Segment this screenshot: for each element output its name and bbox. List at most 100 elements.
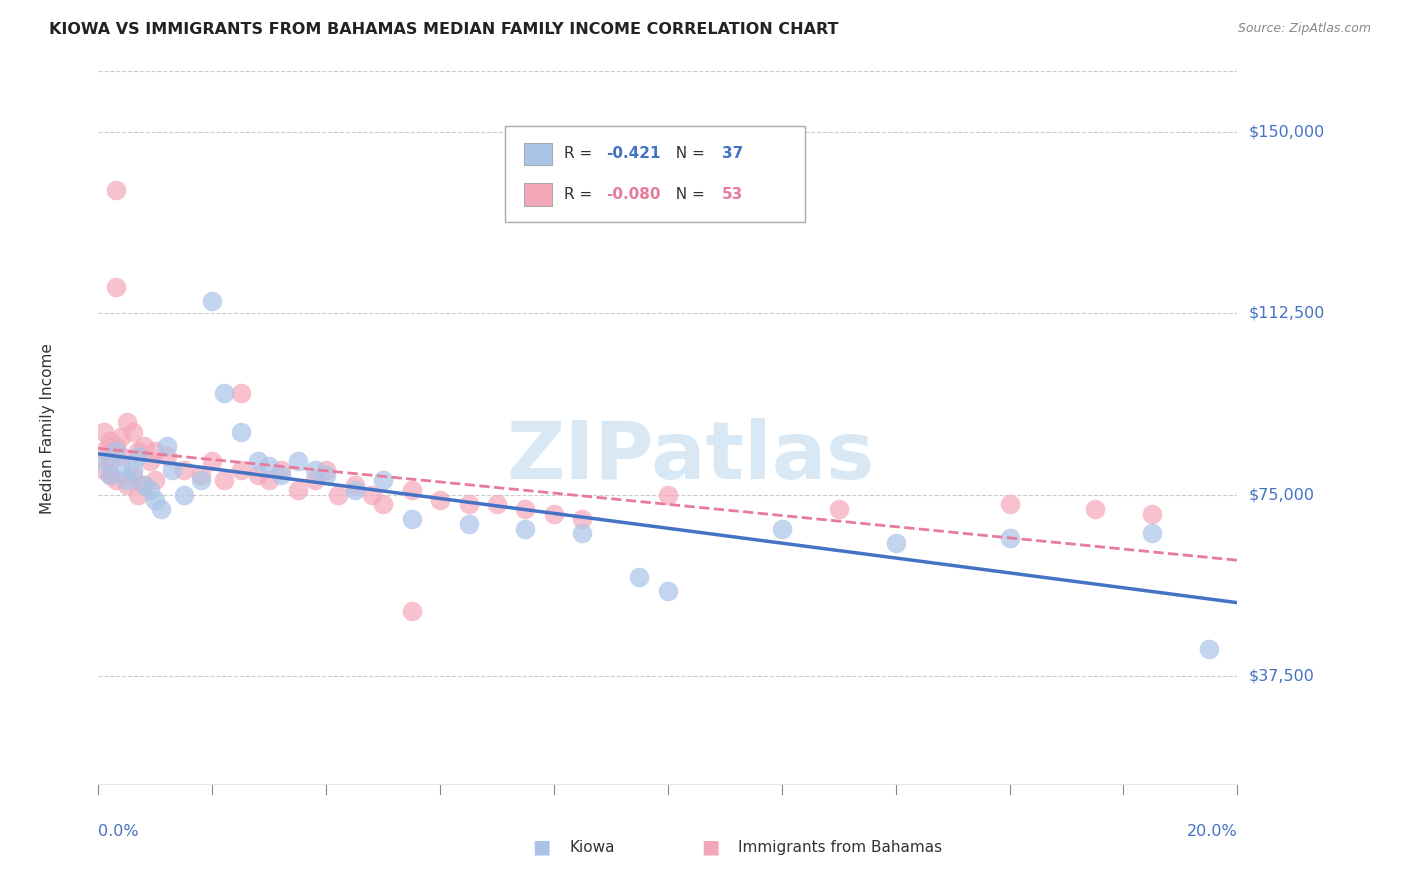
Point [287, 454, 309, 468]
Point [173, 488, 195, 502]
Point [98, 468, 121, 483]
Point [104, 444, 127, 458]
Text: -0.421: -0.421 [606, 146, 661, 161]
Point [110, 429, 132, 443]
Point [93, 444, 115, 458]
Point [115, 478, 138, 492]
Point [628, 570, 651, 584]
Text: $75,000: $75,000 [1249, 487, 1315, 502]
Point [132, 478, 155, 492]
Point [326, 488, 349, 502]
Point [770, 522, 793, 536]
Point [429, 492, 451, 507]
Point [93, 454, 115, 468]
Point [145, 473, 167, 487]
Point [110, 458, 132, 473]
Text: KIOWA VS IMMIGRANTS FROM BAHAMAS MEDIAN FAMILY INCOME CORRELATION CHART: KIOWA VS IMMIGRANTS FROM BAHAMAS MEDIAN … [49, 22, 839, 37]
Point [270, 468, 292, 483]
Point [229, 425, 252, 439]
Text: $112,500: $112,500 [1249, 306, 1324, 321]
Point [287, 483, 309, 497]
Point [259, 458, 281, 473]
Point [156, 439, 179, 453]
Text: Source: ZipAtlas.com: Source: ZipAtlas.com [1237, 22, 1371, 36]
Point [121, 468, 143, 483]
Point [343, 478, 366, 492]
Point [543, 507, 565, 521]
Text: ■: ■ [700, 838, 720, 857]
Point [304, 463, 326, 477]
Text: -0.080: -0.080 [606, 187, 661, 202]
Text: 0.0%: 0.0% [98, 824, 139, 838]
Point [104, 439, 127, 453]
Point [401, 512, 423, 526]
Point [315, 468, 337, 483]
Text: ZIPatlas: ZIPatlas [506, 417, 875, 496]
Point [1140, 526, 1163, 541]
Point [884, 536, 907, 550]
Point [145, 444, 167, 458]
Point [98, 468, 121, 483]
Point [998, 497, 1021, 511]
Point [571, 512, 593, 526]
Point [138, 454, 160, 468]
Text: Median Family Income: Median Family Income [39, 343, 55, 514]
Point [343, 483, 366, 497]
Point [315, 463, 337, 477]
Point [360, 488, 382, 502]
Point [373, 473, 395, 487]
Point [571, 526, 593, 541]
Point [259, 473, 281, 487]
Point [486, 497, 509, 511]
Point [246, 468, 269, 483]
Text: Immigrants from Bahamas: Immigrants from Bahamas [738, 840, 942, 855]
Text: Kiowa: Kiowa [569, 840, 614, 855]
Point [304, 473, 326, 487]
Point [121, 463, 143, 477]
Point [457, 497, 479, 511]
Point [457, 516, 479, 531]
Point [104, 183, 127, 197]
Point [190, 473, 212, 487]
Point [145, 492, 167, 507]
Point [229, 463, 252, 477]
Point [104, 279, 127, 293]
Point [150, 502, 173, 516]
Point [162, 463, 184, 477]
Point [115, 415, 138, 429]
Point [212, 386, 235, 401]
Point [132, 478, 155, 492]
Point [127, 488, 149, 502]
Text: 53: 53 [721, 187, 742, 202]
Point [998, 531, 1021, 545]
Text: N =: N = [665, 187, 709, 202]
Point [201, 294, 224, 309]
Point [132, 439, 155, 453]
Point [173, 463, 195, 477]
Text: 37: 37 [721, 146, 742, 161]
Point [515, 502, 537, 516]
Point [1140, 507, 1163, 521]
Text: N =: N = [665, 146, 709, 161]
Point [93, 425, 115, 439]
Point [229, 386, 252, 401]
Point [127, 444, 149, 458]
Point [156, 449, 179, 463]
Point [828, 502, 851, 516]
Text: $150,000: $150,000 [1249, 124, 1324, 139]
Point [657, 488, 679, 502]
Text: ■: ■ [531, 838, 551, 857]
Point [1198, 642, 1220, 657]
Point [138, 483, 160, 497]
Text: R =: R = [564, 146, 598, 161]
Point [127, 449, 149, 463]
Point [115, 473, 138, 487]
Point [121, 425, 143, 439]
Point [93, 463, 115, 477]
Point [657, 584, 679, 599]
Point [98, 434, 121, 449]
Point [1084, 502, 1107, 516]
Point [110, 449, 132, 463]
Point [270, 463, 292, 477]
Point [246, 454, 269, 468]
